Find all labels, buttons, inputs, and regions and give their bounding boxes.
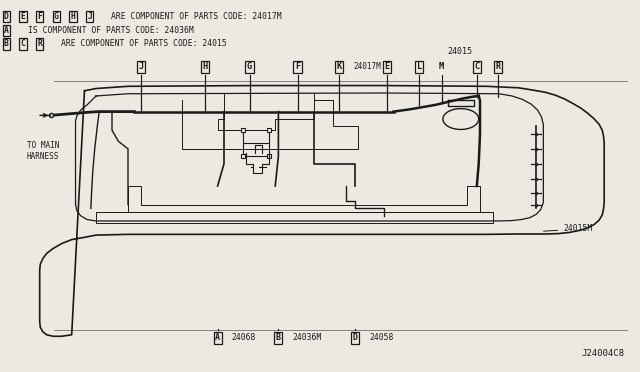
Text: 24058: 24058: [369, 333, 394, 342]
Text: 24036M: 24036M: [292, 333, 322, 342]
Text: C: C: [474, 62, 479, 71]
Text: L: L: [417, 62, 422, 71]
Text: H: H: [202, 62, 207, 71]
Text: TO MAIN: TO MAIN: [27, 141, 60, 150]
Text: E: E: [385, 62, 390, 71]
Text: J: J: [87, 12, 92, 21]
Text: F: F: [295, 62, 300, 71]
Text: HARNESS: HARNESS: [27, 152, 60, 161]
Text: ARE COMPONENT OF PARTS CODE: 24015: ARE COMPONENT OF PARTS CODE: 24015: [61, 39, 227, 48]
Text: 24015: 24015: [447, 47, 472, 56]
Text: A: A: [215, 333, 220, 342]
Text: ARE COMPONENT OF PARTS CODE: 24017M: ARE COMPONENT OF PARTS CODE: 24017M: [111, 12, 282, 21]
Text: D: D: [353, 333, 358, 342]
Text: J: J: [138, 62, 143, 71]
Text: 24015M: 24015M: [543, 224, 593, 233]
Text: M: M: [439, 62, 444, 71]
Text: G: G: [247, 62, 252, 71]
Text: C: C: [20, 39, 26, 48]
Text: J24004C8: J24004C8: [581, 349, 624, 358]
Text: 24068: 24068: [232, 333, 256, 342]
Text: E: E: [20, 12, 26, 21]
Text: D: D: [4, 12, 9, 21]
Text: 24017M: 24017M: [354, 62, 381, 71]
Text: F: F: [37, 12, 42, 21]
Text: R: R: [37, 39, 42, 48]
Text: K: K: [337, 62, 342, 71]
Text: IS COMPONENT OF PARTS CODE: 24036M: IS COMPONENT OF PARTS CODE: 24036M: [28, 26, 194, 35]
Text: G: G: [54, 12, 59, 21]
Text: B: B: [4, 39, 9, 48]
Text: R: R: [495, 62, 500, 71]
Text: B: B: [276, 333, 281, 342]
Text: A: A: [4, 26, 9, 35]
Text: H: H: [70, 12, 76, 21]
